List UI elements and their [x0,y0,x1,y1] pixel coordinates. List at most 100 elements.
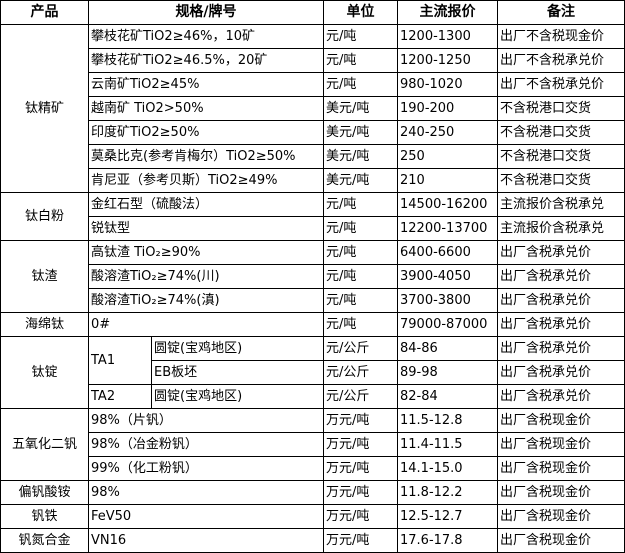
unit-cell: 元/公斤 [323,336,398,361]
price-cell: 12200-13700 [397,216,498,241]
unit-cell: 元/吨 [323,240,398,265]
spec-cell: 攀枝花矿TiO2≥46%，10矿 [88,24,324,49]
spec-cell: 云南矿TiO2≥45% [88,72,324,97]
unit-cell: 万元/吨 [323,432,398,457]
table-row: 攀枝花矿TiO2≥46.5%，20矿 元/吨 1200-1250 出厂不含税承兑价 [1,48,625,73]
table-row: 海绵钛 0# 元/吨 79000-87000 出厂含税承兑价 [0,312,625,337]
table-row: 酸溶渣TiO₂≥74%(川) 元/吨 3900-4050 出厂含税承兑价 [1,264,625,289]
spec-cell: 98%（片钒） [88,408,324,433]
unit-cell: 元/吨 [323,264,398,289]
unit-cell: 元/吨 [323,192,398,217]
note-cell: 出厂含税承兑价 [497,384,625,409]
note-cell: 不含税港口交货 [497,168,625,193]
spec-cell: 98% [88,480,324,505]
unit-cell: 元/吨 [323,312,398,337]
product-cell: 钒铁 [0,504,89,529]
note-cell: 出厂含税现金价 [497,432,625,457]
price-cell: 14500-16200 [397,192,498,217]
note-cell: 出厂含税现金价 [497,408,625,433]
note-cell: 出厂含税承兑价 [497,240,625,265]
spec-cell: VN16 [88,528,324,553]
price-cell: 1200-1250 [397,48,498,73]
table-row: 偏钒酸铵 98% 万元/吨 11.8-12.2 出厂含税现金价 [0,480,625,505]
unit-cell: 万元/吨 [323,456,398,481]
note-cell: 出厂不含税承兑价 [497,48,625,73]
product-cell: 钛白粉 [0,192,89,241]
header-unit: 单位 [323,0,398,25]
spec-cell: 0# [88,312,324,337]
unit-cell: 元/吨 [323,288,398,313]
header-row: 产品 规格/牌号 单位 主流报价 备注 [0,0,625,25]
unit-cell: 元/公斤 [323,360,398,385]
table-row: 钛渣 高钛渣 TiO₂≥90% 元/吨 6400-6600 出厂含税承兑价 [0,240,625,313]
spec-cell: 酸溶渣TiO₂≥74%(滇) [88,288,324,313]
unit-cell: 万元/吨 [323,408,398,433]
unit-cell: 万元/吨 [323,480,398,505]
price-cell: 89-98 [397,360,498,385]
grade-cell: TA1 [88,336,152,385]
spec-cell: 酸溶渣TiO₂≥74%(川) [88,264,324,289]
note-cell: 出厂含税承兑价 [497,312,625,337]
spec-cell: 98%（冶金粉钒） [88,432,324,457]
unit-cell: 万元/吨 [323,528,398,553]
table-row: 钒氮合金 VN16 万元/吨 17.6-17.8 出厂含税现金价 [0,528,625,553]
spec-cell: 攀枝花矿TiO2≥46.5%，20矿 [88,48,324,73]
spec-cell: EB板坯 [151,360,324,385]
table-row: TA2 圆锭(宝鸡地区) 元/公斤 82-84 出厂含税承兑价 [1,384,625,409]
unit-cell: 美元/吨 [323,144,398,169]
spec-cell: 高钛渣 TiO₂≥90% [88,240,324,265]
table-row: 莫桑比克(参考肯梅尔）TiO2≥50% 美元/吨 250 不含税港口交货 [1,144,625,169]
note-cell: 不含税港口交货 [497,96,625,121]
price-cell: 250 [397,144,498,169]
note-cell: 主流报价含税承兑 [497,192,625,217]
grade-cell: TA2 [88,384,152,409]
spec-cell: 圆锭(宝鸡地区) [151,384,324,409]
table-row: 锐钛型 元/吨 12200-13700 主流报价含税承兑 [1,216,625,241]
spec-cell: 圆锭(宝鸡地区) [151,336,324,361]
price-cell: 82-84 [397,384,498,409]
header-price: 主流报价 [397,0,498,25]
header-note: 备注 [497,0,625,25]
price-cell: 980-1020 [397,72,498,97]
price-cell: 14.1-15.0 [397,456,498,481]
header-spec: 规格/牌号 [88,0,324,25]
price-cell: 3700-3800 [397,288,498,313]
note-cell: 出厂含税承兑价 [497,336,625,361]
price-cell: 84-86 [397,336,498,361]
note-cell: 出厂含税现金价 [497,456,625,481]
note-cell: 主流报价含税承兑 [497,216,625,241]
note-cell: 不含税港口交货 [497,120,625,145]
price-cell: 11.4-11.5 [397,432,498,457]
spec-cell: 莫桑比克(参考肯梅尔）TiO2≥50% [88,144,324,169]
price-cell: 12.5-12.7 [397,504,498,529]
note-cell: 出厂含税现金价 [497,528,625,553]
note-cell: 出厂含税现金价 [497,504,625,529]
product-cell: 钛精矿 [0,24,89,193]
price-cell: 190-200 [397,96,498,121]
product-cell: 五氧化二钒 [0,408,89,481]
unit-cell: 元/公斤 [323,384,398,409]
price-cell: 11.5-12.8 [397,408,498,433]
price-cell: 240-250 [397,120,498,145]
spec-cell: 金红石型（硫酸法） [88,192,324,217]
price-cell: 210 [397,168,498,193]
unit-cell: 美元/吨 [323,120,398,145]
table-row: 肯尼亚（参考贝斯）TiO2≥49% 美元/吨 210 不含税港口交货 [1,168,625,193]
spec-cell: FeV50 [88,504,324,529]
unit-cell: 元/吨 [323,24,398,49]
unit-cell: 美元/吨 [323,96,398,121]
product-cell: 钛锭 [0,336,89,409]
header-product: 产品 [0,0,89,25]
spec-cell: 印度矿TiO2≥50% [88,120,324,145]
note-cell: 出厂不含税承兑价 [497,72,625,97]
unit-cell: 元/吨 [323,72,398,97]
table-row: 钛白粉 金红石型（硫酸法） 元/吨 14500-16200 主流报价含税承兑 [0,192,625,241]
table-row: 五氧化二钒 98%（片钒） 万元/吨 11.5-12.8 出厂含税现金价 [0,408,625,481]
spec-cell: 锐钛型 [88,216,324,241]
unit-cell: 万元/吨 [323,504,398,529]
table-row: 云南矿TiO2≥45% 元/吨 980-1020 出厂不含税承兑价 [1,72,625,97]
note-cell: 出厂含税承兑价 [497,264,625,289]
table-row: 钒铁 FeV50 万元/吨 12.5-12.7 出厂含税现金价 [0,504,625,529]
unit-cell: 元/吨 [323,216,398,241]
